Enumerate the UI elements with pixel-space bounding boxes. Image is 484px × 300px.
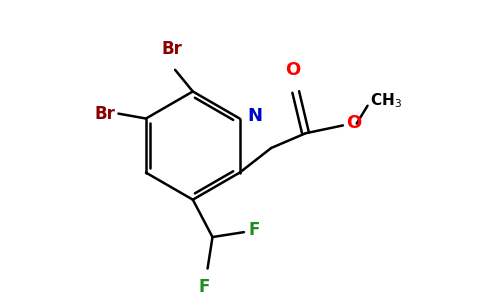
- Text: O: O: [346, 114, 361, 132]
- Text: O: O: [285, 61, 301, 79]
- Text: Br: Br: [162, 40, 182, 58]
- Text: CH$_3$: CH$_3$: [370, 92, 403, 110]
- Text: F: F: [199, 278, 211, 296]
- Text: Br: Br: [94, 105, 116, 123]
- Text: N: N: [247, 106, 262, 124]
- Text: F: F: [249, 221, 260, 239]
